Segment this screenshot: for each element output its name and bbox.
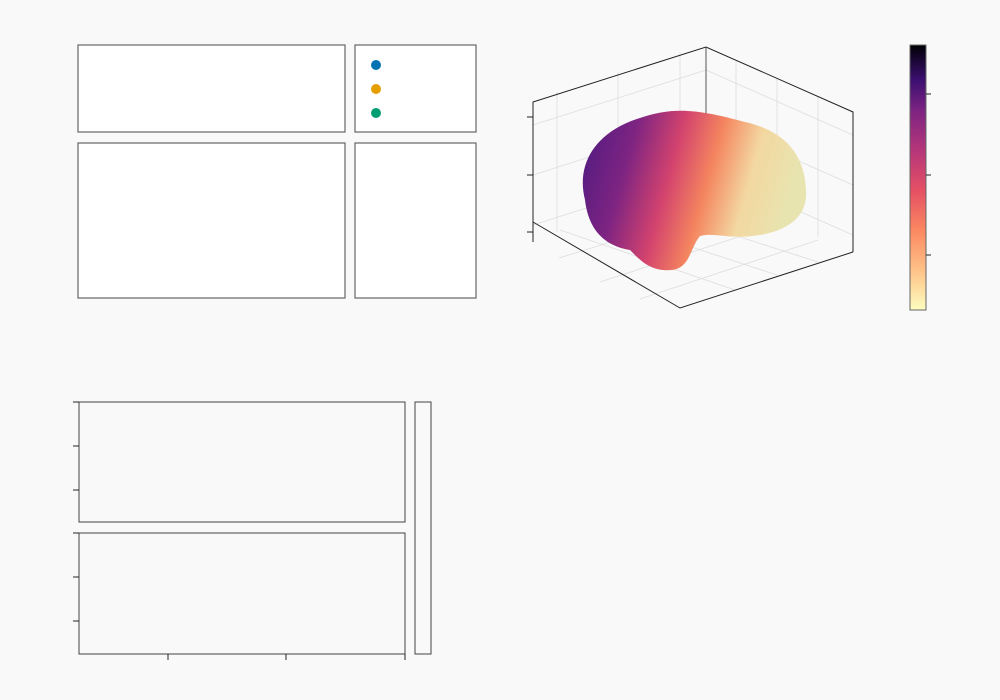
scatter-axes [77,142,346,299]
top-density-axes [77,44,346,133]
legend-marker-treatment [371,60,381,70]
stimulus-panel [77,44,477,299]
right-density-axes [354,142,477,299]
brain-panel [527,44,931,311]
histology-y-ticks [73,401,79,622]
legend-entry-control [371,108,381,118]
histology-heatmap-bottom [78,532,406,655]
bold-colorbar [909,44,931,311]
histology-heatmap-top [78,401,406,523]
legend-marker-control [371,108,381,118]
histology-panel [73,401,432,660]
brain-surface [582,110,807,271]
histology-x-ticks [167,654,406,660]
cell-group-colorbar [414,401,432,655]
z-axis-ticks [527,116,533,233]
legend-entry-placebo [371,84,381,94]
legend-marker-placebo [371,84,381,94]
legend [354,44,477,133]
legend-entry-treatment [371,60,381,70]
